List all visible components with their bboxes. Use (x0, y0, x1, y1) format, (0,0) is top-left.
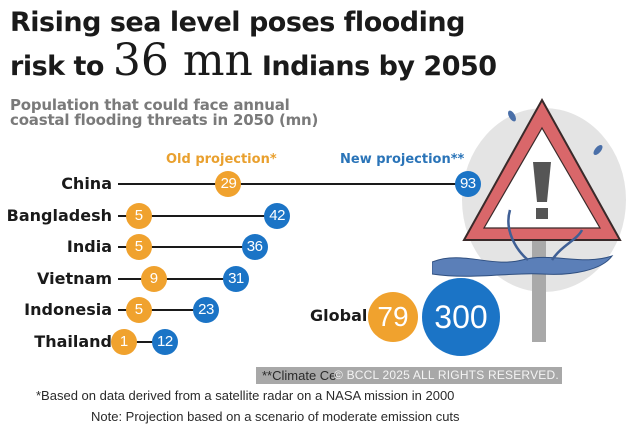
legend-new-projection: New projection** (340, 152, 465, 167)
global-label: Global (310, 306, 368, 325)
headline-highlight: 36 mn (112, 35, 253, 86)
global-old-dot: 79 (368, 292, 418, 342)
footnote-climate-central: **Climate Ce (262, 368, 337, 383)
old-projection-dot: 5 (125, 202, 152, 229)
row-label: Vietnam (37, 268, 112, 288)
connector-line (118, 246, 255, 248)
exclamation-dot (536, 208, 548, 219)
water-splash-right (550, 229, 584, 261)
headline-line-2: risk to 36 mn Indians by 2050 (10, 39, 510, 86)
old-projection-dot: 29 (215, 171, 242, 197)
old-projection-dot: 5 (125, 234, 152, 260)
exclamation-bar (533, 162, 551, 202)
new-projection-dot: 12 (151, 328, 178, 355)
row-label: Indonesia (24, 300, 112, 319)
sign-post (532, 230, 546, 342)
old-projection-dot: 5 (125, 297, 152, 323)
new-projection-dot: 36 (241, 234, 268, 260)
row-label: India (66, 237, 112, 256)
row-label: China (61, 174, 112, 193)
flood-warning-sign-icon (432, 97, 626, 342)
connector-line (118, 277, 236, 280)
headline-line-1: Rising sea level poses flooding (10, 7, 465, 38)
water-drop (508, 110, 516, 122)
headline: Rising sea level poses flooding risk to … (10, 4, 510, 86)
watermark-bar (256, 367, 562, 384)
watermark-text: © BCCL 2025 ALL RIGHTS RESERVED. (334, 368, 559, 382)
legend-old-projection: Old projection* (166, 152, 277, 167)
global-new-dot: 300 (422, 278, 500, 356)
water-drop (593, 145, 603, 155)
old-projection-dot: 9 (140, 265, 167, 292)
headline-pre: risk to (10, 51, 104, 82)
water-splash-left (507, 209, 529, 261)
connector-line (123, 340, 165, 343)
new-projection-dot: 42 (264, 202, 291, 229)
new-projection-dot: 23 (193, 297, 220, 323)
connector-line (118, 214, 278, 217)
footnote-based-on: *Based on data derived from a satellite … (36, 388, 455, 403)
headline-post: Indians by 2050 (261, 51, 497, 82)
new-projection-dot: 31 (222, 265, 249, 292)
new-projection-dot: 93 (454, 171, 481, 197)
water-wave (432, 255, 614, 277)
row-label: Thailand (34, 331, 112, 351)
old-projection-dot: 1 (110, 328, 137, 355)
footnote-note: Note: Projection based on a scenario of … (91, 409, 460, 424)
connector-line (118, 309, 207, 311)
row-label: Bangladesh (6, 205, 112, 225)
chart-subtitle: Population that could face annual coasta… (10, 96, 319, 129)
connector-line (118, 183, 468, 185)
